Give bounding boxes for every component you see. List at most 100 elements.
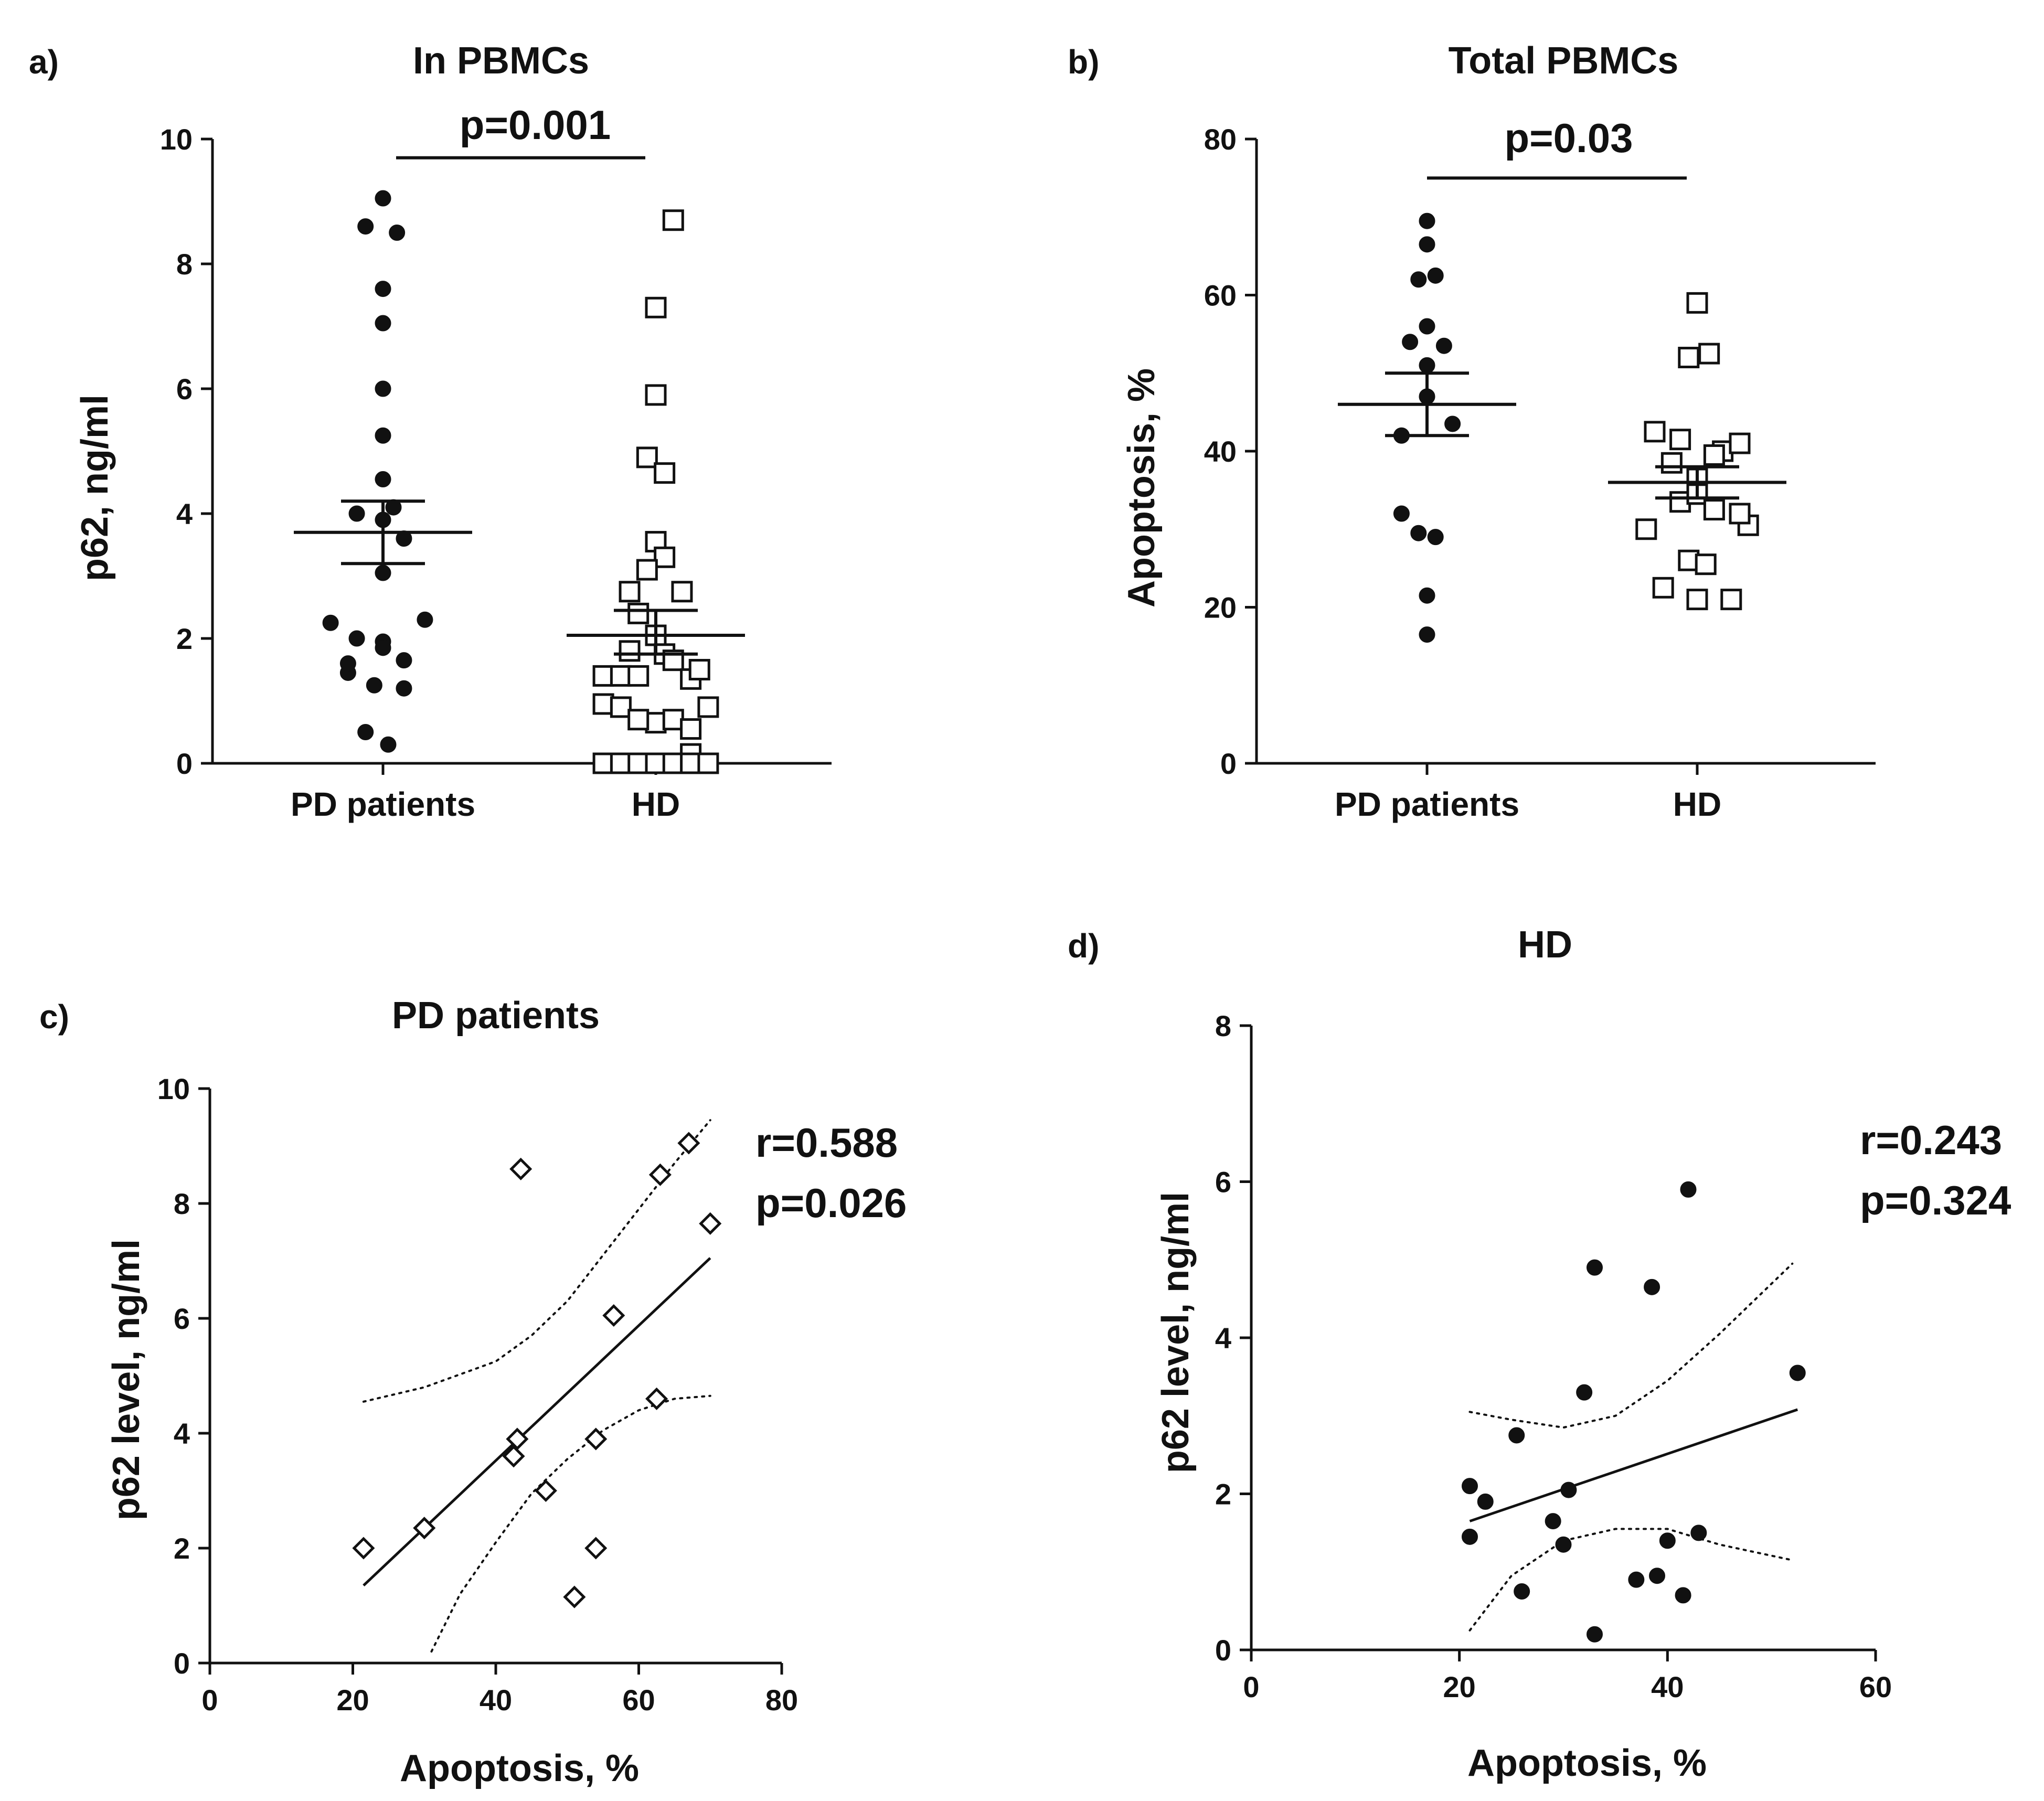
panel-a-category-label: HD [632,785,680,823]
panel-c-data-point [502,1445,525,1468]
panel-d-data-point [1462,1528,1478,1545]
panel-a-data-point [375,281,391,297]
panel-d-y-tick-label: 6 [1215,1166,1231,1199]
panel-b-data-point [1660,452,1683,474]
panel-d-y-tick-label: 4 [1215,1322,1231,1355]
panel-c-data-point [506,1427,529,1451]
panel-c-y-tick-label: 2 [174,1532,190,1565]
panel-a-title: In PBMCs [413,40,589,82]
panel-a-data-point [375,380,391,397]
panel-a-y-tick-label: 8 [176,248,193,281]
panel-b-data-point [1419,236,1435,253]
panel-a-data-point [348,630,365,647]
panel-b-data-point [1686,292,1708,314]
panel-d-p-value: p=0.324 [1860,1177,2011,1223]
panel-a-category-label: PD patients [291,785,475,823]
panel-a-data-point [385,499,402,516]
panel-d-y-tick-label: 8 [1215,1009,1231,1042]
panel-c-regression-line [363,1257,711,1586]
panel-b-data-point [1410,525,1427,541]
panel-c-data-point [602,1304,625,1327]
panel-a-y-tick-label: 10 [160,123,193,156]
panel-b-significance-label: p=0.03 [1504,115,1633,161]
panel-b-data-point [1652,577,1674,599]
panel-a-data-point [375,427,391,444]
panel-b-data-point [1419,357,1435,374]
panel-d-regression-line [1469,1408,1798,1522]
panel-d-data-point [1587,1626,1603,1643]
panel-d-x-tick-label: 20 [1443,1670,1476,1703]
panel-d-data-point [1508,1427,1525,1444]
panel-b-data-point [1402,334,1419,350]
panel-d-data-point [1462,1478,1478,1495]
panel-d-x-tick-label: 60 [1859,1670,1892,1703]
panel-c-y-tick-label: 10 [157,1072,190,1105]
panel-a-y-tick-label: 0 [176,747,193,780]
panel-b-data-point [1419,318,1435,335]
panel-d-data-point [1680,1181,1697,1198]
panel-c-x-tick-label: 80 [765,1683,798,1717]
panel-c-y-tick-label: 4 [174,1417,190,1450]
panel-d-ci-upper [1468,1262,1794,1429]
panel-a-data-point [610,696,632,718]
panel-d-data-point [1560,1482,1577,1498]
panel-c-xlabel: Apoptosis, % [400,1747,639,1789]
panel-d-r-value: r=0.243 [1860,1117,2002,1163]
panel-c-title: PD patients [392,995,600,1037]
panel-d-data-point [1587,1259,1603,1276]
panel-c-r-value: r=0.588 [755,1120,898,1166]
panel-b-data-point [1703,444,1725,466]
panel-a-data-point [375,564,391,581]
panel-c-x-tick-label: 0 [201,1683,218,1717]
panel-a-data-point [697,752,719,774]
panel-a-data-point [636,559,658,581]
panel-d-data-point [1576,1384,1593,1401]
panel-a-data-point [389,225,406,241]
panel-a-data-point [339,655,356,672]
panel-d-scatter: d) HD p62 level, ng/ml Apoptosis, % r=0.… [1068,924,2011,1784]
panel-b-data-point [1427,529,1444,546]
panel-d-y-tick-label: 2 [1215,1478,1231,1511]
panel-c-scatter: c) PD patients p62 level, ng/ml Apoptosi… [39,995,907,1789]
panel-b-data-point [1419,587,1435,604]
panel-d-ylabel: p62 level, ng/ml [1155,1192,1197,1473]
panel-c-data-point [534,1479,557,1502]
panel-a-data-point [671,581,693,603]
panel-d-x-tick-label: 40 [1651,1670,1684,1703]
panel-a-data-point [697,696,719,718]
panel-c-p-value: p=0.026 [755,1180,907,1226]
panel-c-data-point [563,1585,586,1608]
panel-d-letter: d) [1068,927,1099,965]
panel-d-data-point [1690,1525,1707,1541]
panel-c-x-tick-label: 40 [480,1683,512,1717]
panel-b-data-point [1444,415,1461,432]
panel-c-data-point [677,1132,700,1155]
panel-b-data-point [1393,505,1410,522]
panel-b-letter: b) [1068,43,1099,81]
panel-a-data-point [396,680,412,697]
panel-a-ylabel: p62, ng/ml [74,395,116,581]
panel-d-data-point [1555,1536,1572,1553]
panel-b-data-point [1698,343,1720,365]
panel-c-x-tick-label: 20 [336,1683,369,1717]
panel-c-y-tick-label: 6 [174,1302,190,1335]
panel-b-data-point [1686,589,1708,611]
panel-a-data-point [380,736,397,753]
panel-d-xlabel: Apoptosis, % [1467,1742,1707,1784]
panel-a-data-point [396,530,412,547]
panel-d-ci-lower [1468,1528,1794,1632]
panel-a-data-point [322,614,339,631]
panel-c-data-point [352,1537,375,1560]
panel-a-data-point [375,190,391,207]
panel-d-x-tick-label: 0 [1243,1670,1259,1703]
panel-b-data-point [1669,429,1691,451]
panel-d-data-point [1545,1513,1561,1530]
panel-a-data-point [627,752,650,774]
panel-c-data-point [648,1163,672,1186]
panel-a-data-point [662,209,684,231]
panel-d-data-point [1628,1571,1645,1588]
panel-c-data-point [645,1387,668,1410]
panel-a-data-point [645,384,667,406]
panel-c-data-point [413,1517,436,1540]
panel-a-data-point [396,652,412,669]
